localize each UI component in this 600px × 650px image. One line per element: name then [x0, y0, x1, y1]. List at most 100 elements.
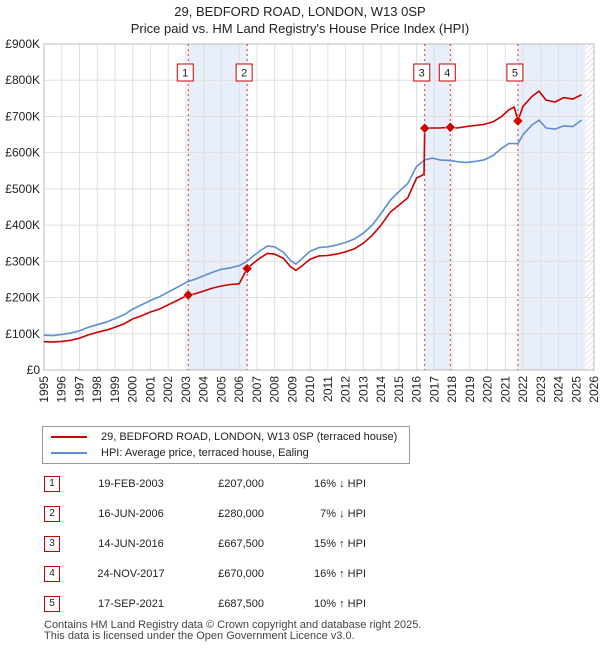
sale-number-box — [506, 63, 524, 82]
x-tick-label: 2006 — [232, 376, 246, 403]
shaded-range — [188, 44, 248, 370]
x-tick-label: 2008 — [268, 376, 282, 403]
sale-hpi-diff: 16% ↑ HPI — [314, 568, 366, 580]
table-row: 3 14-JUN-2016 £667,500 15% ↑ HPI — [44, 536, 444, 554]
x-tick-label: 2000 — [126, 376, 140, 403]
sale-point — [182, 289, 194, 301]
sale-point — [419, 122, 431, 134]
x-tick-label: 2005 — [214, 376, 228, 403]
x-tick-label: 2013 — [356, 376, 370, 403]
x-tick-label: 2016 — [410, 376, 424, 403]
x-tick-label: 1995 — [37, 376, 51, 403]
sale-number-label: 1 — [182, 68, 188, 80]
plot-frame — [43, 43, 595, 371]
price-chart: £0 £100K £200K £300K £400K £500K £600K £700K £80… — [5, 37, 600, 403]
x-tick-label: 2019 — [463, 376, 477, 403]
sale-point — [444, 121, 456, 133]
sale-point — [241, 263, 253, 274]
x-tick-label: 2012 — [339, 376, 353, 403]
sale-number-label: 3 — [419, 68, 425, 80]
y-tick-label: £0 — [27, 363, 41, 377]
chart-title: 29, BEDFORD ROAD, LONDON, W13 0SP — [174, 4, 426, 19]
sale-date: 19-FEB-2003 — [98, 478, 164, 490]
sale-badge: 5 — [44, 596, 60, 612]
table-row: 1 19-FEB-2003 £207,000 16% ↓ HPI — [44, 476, 444, 494]
sale-number-box — [413, 63, 431, 82]
x-tick-label: 2022 — [516, 376, 530, 403]
y-tick-label: £900K — [5, 37, 40, 51]
x-tick-label: 2024 — [552, 376, 566, 403]
x-tick-label: 2018 — [445, 376, 459, 403]
x-tick-label: 2021 — [498, 376, 512, 403]
sale-badge: 1 — [44, 476, 60, 492]
x-tick-label: 2011 — [321, 376, 335, 402]
x-tick-label: 2009 — [285, 376, 299, 403]
sale-date: 17-SEP-2021 — [97, 598, 165, 610]
x-tick-label: 1998 — [90, 376, 104, 403]
x-tick-label: 2015 — [392, 376, 406, 403]
x-tick-label: 2014 — [374, 376, 388, 403]
legend: 29, BEDFORD ROAD, LONDON, W13 0SP (terra… — [42, 426, 410, 464]
footer-copyright: Contains HM Land Registry data © Crown c… — [44, 619, 422, 631]
y-tick-label: £100K — [5, 327, 40, 341]
x-tick-label: 2026 — [587, 376, 600, 403]
legend-label-hpi: HPI: Average price, terraced house, Eali… — [101, 447, 309, 459]
sale-badge: 2 — [44, 506, 60, 522]
x-tick-label: 2025 — [569, 376, 583, 403]
sale-number-label: 4 — [444, 68, 450, 80]
x-tick-label: 2023 — [534, 376, 548, 403]
y-tick-label: £600K — [5, 146, 40, 160]
x-tick-label: 2017 — [427, 376, 441, 403]
sale-point — [512, 115, 524, 127]
shaded-range — [517, 44, 586, 370]
sale-price: £670,000 — [218, 568, 264, 580]
x-tick-label: 2020 — [481, 376, 495, 403]
sale-hpi-diff: 10% ↑ HPI — [314, 598, 366, 610]
footer: Contains HM Land Registry data © Crown c… — [44, 620, 421, 642]
x-tick-label: 2001 — [143, 376, 157, 403]
chart-subtitle: Price paid vs. HM Land Registry's House … — [130, 21, 470, 36]
footer-license: This data is licensed under the Open Gov… — [44, 630, 355, 642]
series-line-hpi — [43, 119, 583, 337]
plot-background — [44, 44, 594, 370]
series-line-property — [43, 90, 582, 343]
legend-swatch-hpi — [51, 452, 87, 454]
sale-date: 16-JUN-2006 — [98, 508, 164, 520]
sale-number-box — [235, 63, 253, 82]
sale-date: 24-NOV-2017 — [97, 568, 165, 580]
y-tick-label: £400K — [5, 218, 40, 232]
sale-hpi-diff: 15% ↑ HPI — [314, 538, 366, 550]
sale-badge: 4 — [44, 566, 60, 582]
x-tick-label: 2002 — [161, 376, 175, 403]
sale-number-box — [176, 63, 194, 82]
sale-hpi-diff: 16% ↓ HPI — [314, 478, 366, 490]
y-tick-label: £200K — [5, 291, 40, 305]
future-hatch-area — [585, 44, 594, 370]
sale-hpi-diff: 7% ↓ HPI — [320, 508, 366, 520]
sale-price: £280,000 — [218, 508, 264, 520]
y-tick-label: £500K — [5, 182, 40, 196]
sale-price: £207,000 — [218, 478, 264, 490]
sale-number-box — [438, 63, 456, 82]
table-row: 5 17-SEP-2021 £687,500 10% ↑ HPI — [44, 596, 444, 614]
x-tick-label: 2007 — [250, 376, 264, 403]
y-tick-label: £800K — [5, 73, 40, 87]
sale-badge: 3 — [44, 536, 60, 552]
x-tick-label: 2003 — [179, 376, 193, 403]
sale-price: £687,500 — [218, 598, 264, 610]
table-row: 4 24-NOV-2017 £670,000 16% ↑ HPI — [44, 566, 444, 584]
sale-date: 14-JUN-2016 — [98, 538, 164, 550]
sale-price: £667,500 — [218, 538, 264, 550]
y-tick-label: £300K — [5, 254, 40, 268]
x-tick-label: 1999 — [108, 376, 122, 403]
x-tick-label: 2004 — [197, 376, 211, 403]
sale-number-label: 2 — [241, 68, 247, 80]
chart-title-block: 29, BEDFORD ROAD, LONDON, W13 0SP Price … — [0, 3, 600, 37]
y-tick-label: £700K — [5, 109, 40, 123]
x-tick-label: 1996 — [55, 376, 69, 403]
x-tick-label: 1997 — [72, 376, 86, 403]
table-row: 2 16-JUN-2006 £280,000 7% ↓ HPI — [44, 506, 444, 524]
sale-number-label: 5 — [512, 68, 518, 80]
x-tick-label: 2010 — [303, 376, 317, 403]
legend-swatch-property — [51, 436, 87, 438]
